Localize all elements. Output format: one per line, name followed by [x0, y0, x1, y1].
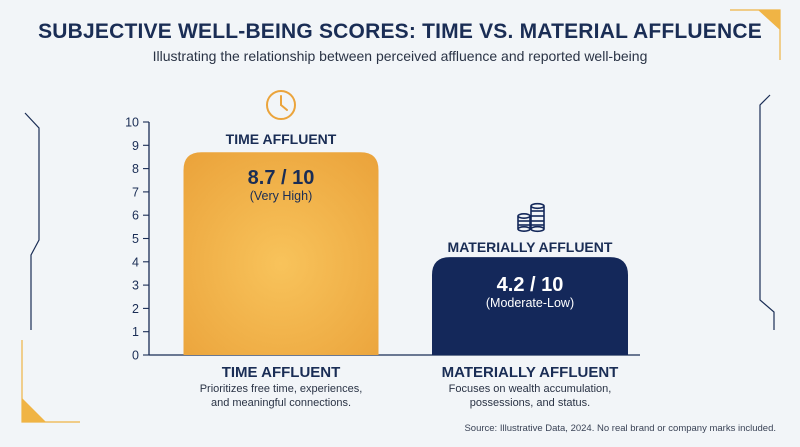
y-ticks: 0 1 2 3 4 5 6 7 8 9 10	[125, 116, 149, 363]
value-label-material: 4.2 / 10	[497, 274, 564, 296]
y-tick-label-3: 3	[132, 279, 139, 293]
y-tick-label-10: 10	[125, 116, 139, 130]
y-tick-label-4: 4	[132, 255, 139, 269]
description-time-line1: Prioritizes free time, experiences,	[200, 383, 363, 395]
corner-accent-bottom-left	[22, 398, 46, 422]
circuit-line-left	[24, 112, 40, 330]
y-tick-label-9: 9	[132, 139, 139, 153]
corner-line-bottom-left	[21, 340, 80, 423]
circuit-line-right	[759, 94, 775, 330]
chart-title: SUBJECTIVE WELL-BEING SCORES: TIME VS. M…	[38, 20, 762, 43]
y-tick-label-7: 7	[132, 185, 139, 199]
description-time-line2: and meaningful connections.	[211, 397, 351, 409]
description-material-line1: Focuses on wealth accumulation,	[449, 383, 612, 395]
category-label-time: TIME AFFLUENT	[222, 364, 341, 381]
y-tick-label-5: 5	[132, 232, 139, 246]
source-note: Source: Illustrative Data, 2024. No real…	[464, 423, 776, 434]
y-tick-label-0: 0	[132, 349, 139, 363]
bar-time-affluent	[183, 152, 379, 355]
y-tick-label-2: 2	[132, 302, 139, 316]
description-material-line2: possessions, and status.	[470, 397, 590, 409]
value-label-time: 8.7 / 10	[248, 167, 315, 189]
bar-header-time: TIME AFFLUENT	[226, 131, 337, 147]
bars-group	[183, 152, 628, 355]
chart-subtitle: Illustrating the relationship between pe…	[152, 48, 648, 64]
clock-icon	[266, 90, 296, 120]
coins-icon	[517, 202, 545, 233]
y-tick-label-6: 6	[132, 209, 139, 223]
corner-accent-top-right	[758, 10, 780, 30]
bar-header-material: MATERIALLY AFFLUENT	[448, 239, 613, 255]
decorative-frame	[21, 9, 781, 423]
category-label-material: MATERIALLY AFFLUENT	[442, 364, 619, 381]
qualifier-material: (Moderate-Low)	[486, 296, 574, 310]
bar-materially-affluent	[432, 257, 628, 355]
y-tick-label-1: 1	[132, 325, 139, 339]
y-tick-label-8: 8	[132, 162, 139, 176]
corner-line-top-right	[730, 9, 781, 60]
qualifier-time: (Very High)	[250, 189, 313, 203]
